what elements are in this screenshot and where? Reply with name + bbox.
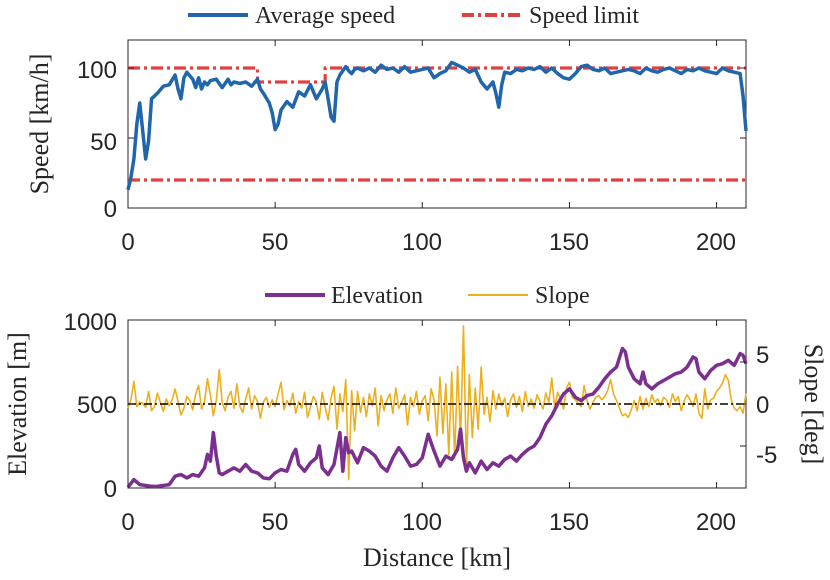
- elev-xtick-0: 0: [121, 509, 134, 536]
- elev-xtick-200: 200: [696, 509, 736, 536]
- speed-ytick-50: 50: [90, 129, 117, 156]
- speed-chart: 0 50 100 150 200 0 50 100 Speed [km/h] A…: [25, 3, 746, 256]
- speed-xtick-150: 150: [549, 229, 589, 256]
- elevation-ylabel: Elevation [m]: [3, 332, 32, 476]
- slope-ytick-5: 5: [756, 342, 769, 369]
- speed-legend: Average speed Speed limit: [188, 3, 639, 29]
- elevation-chart: 0 50 100 150 200 0 500 1000 -5 0 5 Eleva…: [3, 283, 828, 572]
- speed-ylabel: Speed [km/h]: [25, 54, 54, 195]
- speed-xtick-100: 100: [402, 229, 442, 256]
- legend-label-speed-limit: Speed limit: [529, 3, 639, 29]
- speed-xtick-50: 50: [262, 229, 289, 256]
- legend-label-average-speed: Average speed: [255, 3, 395, 29]
- elev-xtick-150: 150: [549, 509, 589, 536]
- elev-ytick-1000: 1000: [64, 309, 117, 336]
- legend-label-slope: Slope: [535, 283, 590, 309]
- elev-ytick-0: 0: [104, 476, 117, 503]
- speed-xtick-200: 200: [696, 229, 736, 256]
- speed-plot-area: [128, 40, 746, 208]
- speed-xtick-0: 0: [121, 229, 134, 256]
- elev-xtick-100: 100: [402, 509, 442, 536]
- legend-label-elevation: Elevation: [331, 283, 423, 309]
- speed-ytick-0: 0: [104, 196, 117, 223]
- slope-ylabel: Slope [deg]: [799, 344, 828, 465]
- slope-ytick-neg5: -5: [756, 442, 777, 469]
- elevation-legend: Elevation Slope: [265, 283, 590, 309]
- slope-ytick-0: 0: [756, 392, 769, 419]
- distance-xlabel: Distance [km]: [363, 543, 511, 572]
- elev-ytick-500: 500: [77, 392, 117, 419]
- figure: 0 50 100 150 200 0 50 100 Speed [km/h] A…: [0, 0, 830, 580]
- elev-xtick-50: 50: [262, 509, 289, 536]
- speed-ytick-100: 100: [77, 57, 117, 84]
